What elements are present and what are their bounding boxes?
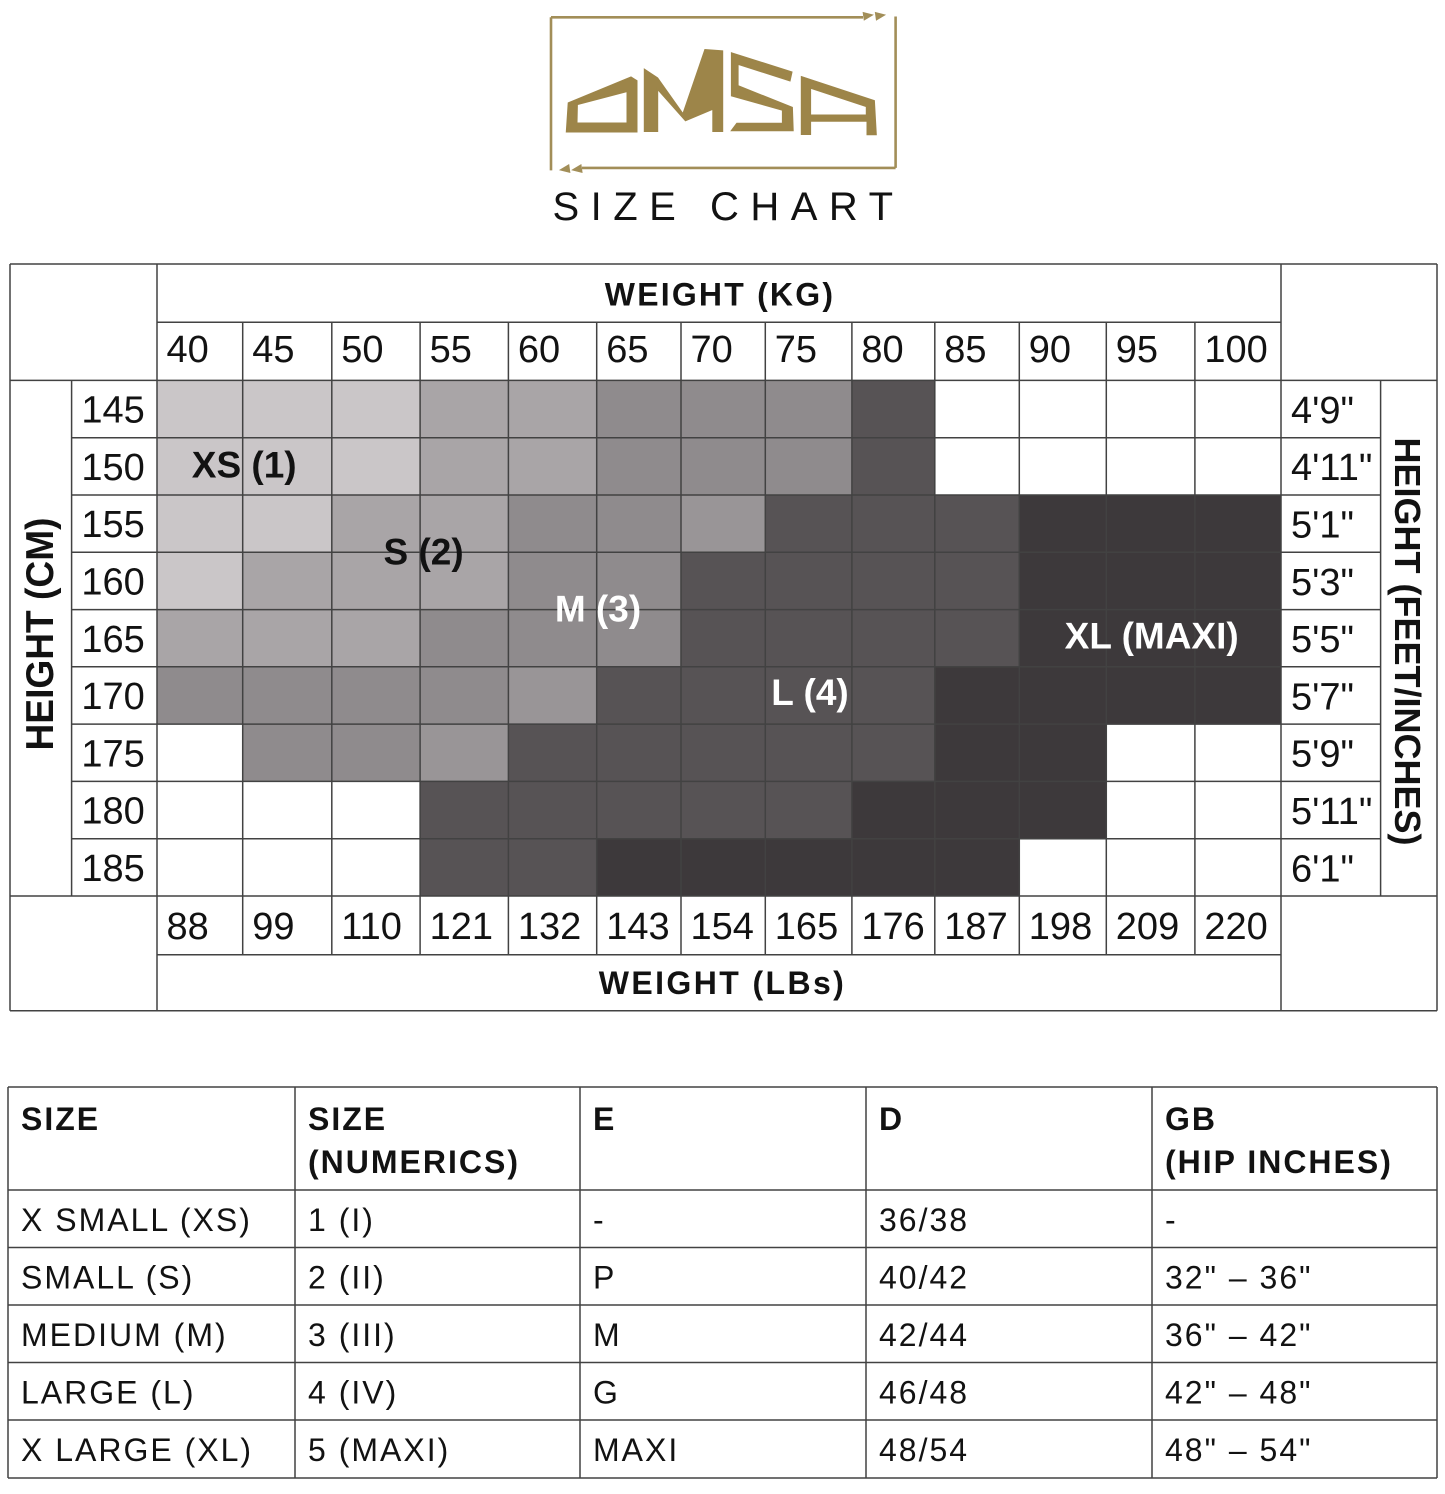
svg-text:5'1": 5'1"	[1291, 505, 1354, 547]
svg-text:WEIGHT (LBs): WEIGHT (LBs)	[599, 965, 846, 1001]
svg-text:5'11": 5'11"	[1291, 791, 1372, 833]
svg-text:180: 180	[81, 791, 144, 833]
svg-text:55: 55	[430, 329, 472, 371]
svg-text:40: 40	[167, 329, 209, 371]
svg-text:75: 75	[775, 329, 817, 371]
svg-text:E: E	[593, 1101, 616, 1137]
svg-text:M (3): M (3)	[555, 589, 641, 630]
svg-text:150: 150	[81, 447, 144, 489]
svg-text:187: 187	[944, 906, 1007, 948]
svg-text:121: 121	[430, 906, 493, 948]
svg-text:L (4): L (4)	[771, 672, 848, 713]
svg-text:SIZE: SIZE	[308, 1101, 387, 1137]
svg-text:165: 165	[81, 619, 144, 661]
svg-text:HEIGHT (CM): HEIGHT (CM)	[19, 518, 62, 751]
svg-text:48" – 54": 48" – 54"	[1165, 1432, 1312, 1468]
svg-text:-: -	[1165, 1202, 1178, 1238]
svg-text:70: 70	[691, 329, 733, 371]
svg-text:S (2): S (2)	[384, 532, 464, 573]
svg-text:110: 110	[341, 906, 402, 948]
svg-text:198: 198	[1029, 906, 1092, 948]
svg-text:(NUMERICS): (NUMERICS)	[308, 1144, 520, 1180]
svg-text:85: 85	[944, 329, 986, 371]
svg-text:160: 160	[81, 562, 144, 604]
svg-text:5'7": 5'7"	[1291, 676, 1354, 718]
svg-text:90: 90	[1029, 329, 1071, 371]
svg-text:4'11": 4'11"	[1291, 447, 1372, 489]
svg-text:XL (MAXI): XL (MAXI)	[1065, 616, 1239, 657]
svg-text:145: 145	[81, 390, 144, 432]
svg-text:209: 209	[1116, 906, 1179, 948]
svg-text:5'3": 5'3"	[1291, 562, 1354, 604]
svg-text:SIZE: SIZE	[21, 1101, 100, 1137]
svg-text:MEDIUM (M): MEDIUM (M)	[21, 1317, 228, 1353]
svg-text:132: 132	[518, 906, 581, 948]
svg-text:46/48: 46/48	[879, 1374, 969, 1410]
svg-text:36" – 42": 36" – 42"	[1165, 1317, 1312, 1353]
svg-text:5 (MAXI): 5 (MAXI)	[308, 1432, 450, 1468]
svg-text:220: 220	[1204, 906, 1267, 948]
svg-text:D: D	[879, 1101, 904, 1137]
svg-text:GB: GB	[1165, 1101, 1217, 1137]
svg-text:88: 88	[167, 906, 209, 948]
svg-text:185: 185	[81, 848, 144, 890]
svg-text:32" – 36": 32" – 36"	[1165, 1259, 1312, 1295]
svg-text:4'9": 4'9"	[1291, 390, 1354, 432]
svg-text:99: 99	[252, 906, 294, 948]
svg-text:X LARGE (XL): X LARGE (XL)	[21, 1432, 253, 1468]
svg-text:X SMALL (XS): X SMALL (XS)	[21, 1202, 252, 1238]
svg-text:95: 95	[1116, 329, 1158, 371]
svg-text:-: -	[593, 1202, 606, 1238]
svg-text:4 (IV): 4 (IV)	[308, 1374, 398, 1410]
svg-text:6'1": 6'1"	[1291, 848, 1354, 890]
svg-text:143: 143	[606, 906, 669, 948]
svg-text:P: P	[593, 1259, 616, 1295]
svg-text:2 (II): 2 (II)	[308, 1259, 386, 1295]
svg-text:3 (III): 3 (III)	[308, 1317, 397, 1353]
svg-text:65: 65	[606, 329, 648, 371]
svg-text:M: M	[593, 1317, 622, 1353]
svg-text:165: 165	[775, 906, 838, 948]
svg-text:42/44: 42/44	[879, 1317, 969, 1353]
svg-text:5'5": 5'5"	[1291, 619, 1354, 661]
svg-text:MAXI: MAXI	[593, 1432, 679, 1468]
svg-text:42" – 48": 42" – 48"	[1165, 1374, 1312, 1410]
svg-text:WEIGHT (KG): WEIGHT (KG)	[605, 277, 835, 313]
svg-text:LARGE (L): LARGE (L)	[21, 1374, 195, 1410]
svg-text:5'9": 5'9"	[1291, 734, 1354, 776]
svg-text:40/42: 40/42	[879, 1259, 969, 1295]
svg-text:(HIP INCHES): (HIP INCHES)	[1165, 1144, 1393, 1180]
svg-text:170: 170	[81, 676, 144, 718]
svg-text:XS (1): XS (1)	[192, 445, 297, 486]
svg-text:50: 50	[341, 329, 383, 371]
svg-text:155: 155	[81, 504, 144, 546]
svg-text:HEIGHT (FEET/INCHES): HEIGHT (FEET/INCHES)	[1387, 437, 1428, 845]
svg-text:80: 80	[861, 329, 903, 371]
svg-text:1 (I): 1 (I)	[308, 1202, 375, 1238]
svg-text:48/54: 48/54	[879, 1432, 969, 1468]
svg-text:176: 176	[861, 906, 924, 948]
svg-text:100: 100	[1204, 329, 1267, 371]
svg-text:154: 154	[691, 906, 754, 948]
svg-text:G: G	[593, 1374, 620, 1410]
svg-text:60: 60	[518, 329, 560, 371]
svg-text:175: 175	[81, 733, 144, 775]
svg-text:45: 45	[252, 329, 294, 371]
svg-text:SIZE CHART: SIZE CHART	[552, 185, 904, 229]
svg-text:36/38: 36/38	[879, 1202, 969, 1238]
svg-text:SMALL (S): SMALL (S)	[21, 1259, 194, 1295]
